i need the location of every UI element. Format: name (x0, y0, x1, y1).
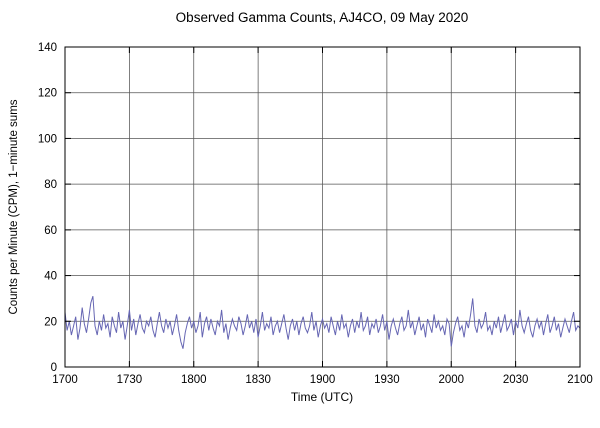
x-tick-label: 1800 (181, 374, 207, 386)
x-tick-label: 1830 (245, 374, 271, 386)
x-tick-label: 1930 (374, 374, 400, 386)
y-tick-label: 80 (44, 179, 57, 191)
x-axis-label: Time (UTC) (290, 390, 354, 404)
y-tick-label: 120 (38, 88, 57, 100)
y-tick-label: 0 (51, 362, 57, 374)
y-tick-label: 40 (44, 271, 57, 283)
x-tick-label: 1900 (310, 374, 336, 386)
y-tick-label: 140 (38, 42, 57, 54)
chart-title: Observed Gamma Counts, AJ4CO, 09 May 202… (175, 10, 469, 25)
x-tick-label: 2000 (438, 374, 464, 386)
y-tick-label: 100 (38, 133, 57, 145)
y-tick-label: 20 (44, 316, 57, 328)
x-tick-label: 2100 (567, 374, 593, 386)
x-tick-label: 1700 (52, 374, 78, 386)
y-tick-label: 60 (44, 225, 57, 237)
gamma-counts-line (64, 295, 581, 349)
x-tick-label: 2030 (503, 374, 529, 386)
tick-marks (64, 46, 581, 368)
tick-labels: 1700 1730 1800 1830 1900 1930 2000 2030 2100 0 20 4… (38, 42, 593, 386)
x-tick-label: 1730 (117, 374, 143, 386)
